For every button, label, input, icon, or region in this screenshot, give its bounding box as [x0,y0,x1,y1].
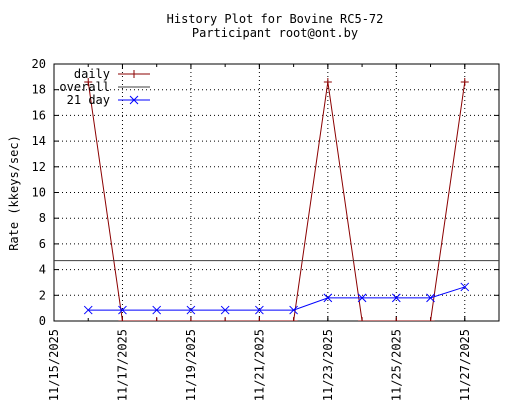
grid [54,64,499,321]
x-tick-label: 11/17/2025 [115,329,129,400]
data-point [186,305,196,315]
data-point [152,317,161,321]
x-tick-label: 11/19/2025 [184,329,198,400]
legend-label: 21 day [67,93,110,107]
x-tick-label: 11/21/2025 [252,329,266,400]
data-point [323,77,332,86]
data-point [255,305,264,315]
y-tick-label: 20 [32,57,46,71]
y-tick-label: 2 [39,288,46,302]
axes: 0 2 4 6 8 10 12 14 16 18 20 11/15/2025 11/17/2025 11/… [32,57,500,400]
chart-title-line-2: Participant root@ont.by [192,26,358,40]
legend-label: daily [74,67,110,81]
series-21-day [83,282,470,315]
data-point [358,317,367,321]
y-tick-label: 8 [39,211,46,225]
y-tick-label: 12 [32,160,46,174]
y-axis-label: Rate (kkeys/sec) [7,135,21,251]
data-point [460,282,470,292]
data-point [392,317,401,321]
x-tick-label: 11/23/2025 [321,329,335,400]
data-point [118,317,127,321]
y-tick-label: 14 [32,134,46,148]
data-point [289,317,298,321]
y-tick-label: 16 [32,108,46,122]
data-point [426,317,435,321]
x-tick-label: 11/27/2025 [458,329,472,400]
data-point [460,77,469,86]
y-tick-label: 18 [32,83,46,97]
y-tick-label: 0 [39,314,46,328]
data-point [357,293,367,303]
chart-title-line-1: History Plot for Bovine RC5-72 [167,12,384,26]
y-tick-label: 10 [32,186,46,200]
x-tick-label: 11/25/2025 [389,329,403,400]
plot-frame [53,63,500,322]
data-point [391,293,401,303]
series-daily [84,77,469,321]
y-tick-label: 6 [39,237,46,251]
data-point [118,305,127,315]
data-point [426,293,435,303]
y-tick-label: 4 [39,263,46,277]
data-point [255,317,264,321]
data-point [83,305,93,315]
legend-marker [130,70,138,78]
data-point [84,77,93,86]
series-line [88,286,465,311]
data-point [221,317,230,321]
data-point [152,305,162,315]
legend-marker [129,95,139,105]
series-layer [54,77,499,321]
legend-label: overall [59,80,110,94]
data-point [289,305,298,315]
data-point [186,317,195,321]
data-point [323,293,333,303]
x-tick-label: 11/15/2025 [47,329,61,400]
data-point [220,305,230,315]
series-line [87,81,466,321]
